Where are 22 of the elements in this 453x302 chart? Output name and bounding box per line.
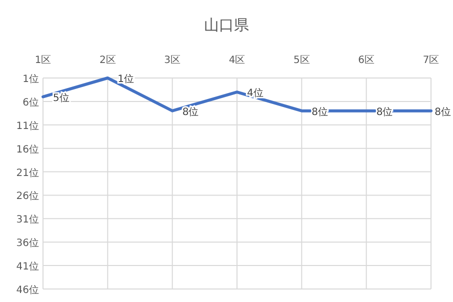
data-label: 8位 — [182, 106, 199, 118]
y-tick-label: 11位 — [16, 120, 39, 132]
y-tick-label: 41位 — [16, 260, 39, 273]
x-tick-label: 6区 — [358, 55, 375, 66]
x-tick-label: 2区 — [99, 55, 116, 66]
x-tick-label: 1区 — [34, 55, 52, 66]
y-tick-label: 21位 — [16, 166, 39, 179]
data-label: 8位 — [434, 106, 451, 118]
data-label: 5位 — [53, 92, 70, 104]
x-tick-label: 3区 — [164, 55, 181, 66]
y-tick-label: 16位 — [16, 143, 39, 156]
x-tick-label: 7区 — [422, 55, 440, 66]
y-tick-label: 36位 — [16, 237, 39, 250]
x-tick-label: 4区 — [228, 55, 246, 66]
chart-title: 山口県 — [204, 16, 249, 34]
y-tick-label: 6位 — [22, 96, 39, 108]
y-tick-label: 26位 — [16, 190, 39, 202]
y-tick-label: 1位 — [22, 73, 39, 85]
x-tick-label: 5区 — [293, 55, 310, 66]
y-tick-label: 46位 — [16, 284, 39, 296]
data-label: 1位 — [118, 73, 134, 85]
y-tick-label: 31位 — [16, 214, 39, 226]
